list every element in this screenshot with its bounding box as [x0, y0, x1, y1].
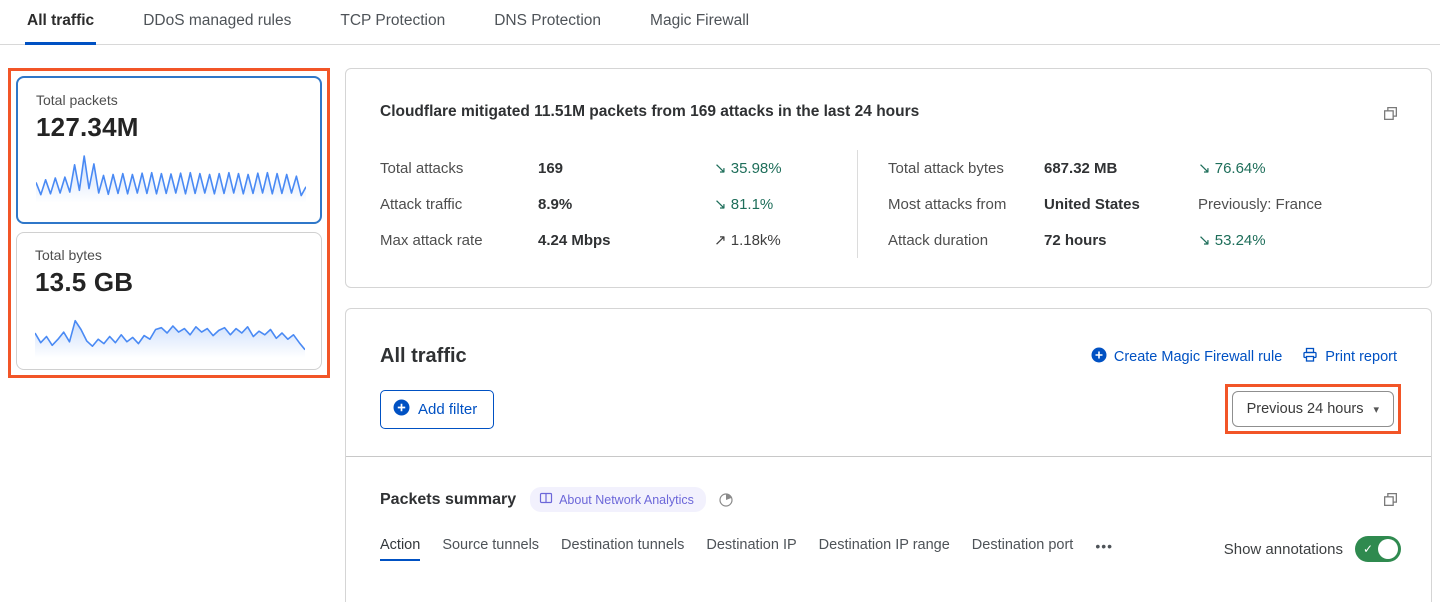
add-filter-button[interactable]: Add filter [380, 389, 495, 429]
stat-label: Total attacks [380, 159, 464, 177]
stat-value: 8.9% [538, 195, 573, 213]
chevron-down-icon: ▾ [1373, 403, 1379, 416]
printer-icon [1302, 347, 1318, 367]
copy-icon [1382, 107, 1399, 125]
show-annotations-toggle[interactable]: ✓ [1355, 536, 1401, 562]
page-content: Total packets 127.34M Total bytes 13.5 G… [0, 45, 1440, 602]
attack-stats-grid: Total attacks 169 ↘ 35.98% Attack traffi… [380, 150, 1401, 258]
data-freshness-pie-icon[interactable] [718, 492, 734, 508]
time-range-dropdown[interactable]: Previous 24 hours ▾ [1231, 391, 1394, 427]
stat-total-attack-bytes: Total attack bytes 687.32 MB ↘ 76.64% [888, 150, 1401, 186]
subtab-source-tunnels[interactable]: Source tunnels [442, 537, 540, 553]
plus-circle-icon [1091, 347, 1107, 367]
stat-label: Total attack bytes [888, 159, 1004, 177]
button-label: Add filter [418, 400, 478, 418]
packets-summary-title: Packets summary [380, 490, 517, 508]
stat-delta: ↗ 1.18k% [714, 232, 781, 249]
stat-value: 72 hours [1044, 231, 1107, 249]
copy-icon [1382, 493, 1399, 511]
tab-label: TCP Protection [340, 12, 446, 29]
subtab-destination-tunnels[interactable]: Destination tunnels [561, 537, 685, 553]
subtab-destination-port[interactable]: Destination port [971, 537, 1074, 553]
main-column: Cloudflare mitigated 11.51M packets from… [345, 68, 1432, 602]
subtab-destination-ip[interactable]: Destination IP [706, 537, 797, 553]
stat-label: Most attacks from [888, 195, 1007, 213]
metric-label: Total bytes [35, 247, 102, 263]
attack-summary-panel: Cloudflare mitigated 11.51M packets from… [345, 68, 1432, 288]
metric-label: Total packets [36, 92, 118, 108]
stat-value: 687.32 MB [1044, 159, 1118, 177]
link-label: Print report [1325, 348, 1397, 365]
tab-ddos-managed-rules[interactable]: DDoS managed rules [141, 0, 293, 45]
tab-dns-protection[interactable]: DNS Protection [492, 0, 603, 45]
badge-label: About Network Analytics [559, 492, 694, 507]
print-report-link[interactable]: Print report [1302, 347, 1397, 367]
tab-label: Magic Firewall [650, 12, 750, 29]
stat-label: Attack duration [888, 231, 989, 249]
stat-delta: ↘ 76.64% [1198, 160, 1266, 177]
tab-label: DNS Protection [494, 12, 602, 29]
stat-attack-duration: Attack duration 72 hours ↘ 53.24% [888, 222, 1401, 258]
create-magic-firewall-rule-link[interactable]: Create Magic Firewall rule [1091, 347, 1282, 367]
link-label: Create Magic Firewall rule [1113, 348, 1283, 365]
section-divider [346, 456, 1431, 457]
all-traffic-title: All traffic [380, 345, 467, 367]
packets-summary-subtabs: Action Source tunnels Destination tunnel… [380, 537, 1113, 561]
total-bytes-card[interactable]: Total bytes 13.5 GB [16, 232, 322, 370]
subtab-destination-ip-range[interactable]: Destination IP range [818, 537, 950, 553]
copy-packets-summary-button[interactable] [1380, 489, 1401, 510]
stat-attack-traffic: Attack traffic 8.9% ↘ 81.1% [380, 186, 829, 222]
all-traffic-panel: All traffic Create Magic Firewall rule [345, 308, 1432, 602]
total-packets-card[interactable]: Total packets 127.34M [16, 76, 322, 224]
dropdown-value: Previous 24 hours [1246, 401, 1364, 417]
copy-summary-button[interactable] [1380, 103, 1401, 124]
stat-delta: ↘ 53.24% [1198, 232, 1266, 249]
plus-circle-icon [393, 399, 410, 420]
attack-summary-title: Cloudflare mitigated 11.51M packets from… [380, 103, 920, 120]
subtab-action[interactable]: Action [380, 537, 421, 561]
show-annotations-label: Show annotations [1223, 540, 1343, 558]
stat-label: Attack traffic [380, 195, 463, 213]
stat-value: United States [1044, 195, 1140, 213]
packets-summary-section: Packets summary About Network Analytics [346, 457, 1431, 562]
stat-total-attacks: Total attacks 169 ↘ 35.98% [380, 150, 829, 186]
tab-label: DDoS managed rules [143, 12, 292, 29]
tab-all-traffic[interactable]: All traffic [25, 0, 97, 45]
about-network-analytics-badge[interactable]: About Network Analytics [530, 487, 706, 512]
more-tabs-button[interactable]: ••• [1095, 538, 1113, 560]
stat-value: 169 [538, 159, 564, 177]
packets-sparkline-chart [36, 155, 306, 203]
top-tabbar: All traffic DDoS managed rules TCP Prote… [0, 0, 1440, 45]
stat-delta: ↘ 35.98% [714, 160, 782, 177]
tab-tcp-protection[interactable]: TCP Protection [338, 0, 447, 45]
metric-value: 127.34M [36, 112, 139, 142]
stat-delta: Previously: France [1198, 195, 1323, 213]
tab-magic-firewall[interactable]: Magic Firewall [648, 0, 751, 45]
stat-max-attack-rate: Max attack rate 4.24 Mbps ↗ 1.18k% [380, 222, 829, 258]
metrics-column: Total packets 127.34M Total bytes 13.5 G… [8, 68, 330, 378]
bytes-sparkline-chart [35, 319, 305, 358]
time-range-highlight-box: Previous 24 hours ▾ [1224, 384, 1401, 434]
stat-most-attacks-from: Most attacks from United States Previous… [888, 186, 1401, 222]
stat-delta: ↘ 81.1% [714, 196, 774, 213]
book-icon [539, 491, 553, 508]
tab-label: All traffic [27, 12, 95, 29]
metric-value: 13.5 GB [35, 267, 134, 297]
stat-label: Max attack rate [380, 231, 483, 249]
check-icon: ✓ [1363, 542, 1374, 556]
stat-value: 4.24 Mbps [538, 231, 611, 249]
toggle-knob [1378, 539, 1398, 559]
metrics-highlight-box: Total packets 127.34M Total bytes 13.5 G… [8, 68, 330, 378]
